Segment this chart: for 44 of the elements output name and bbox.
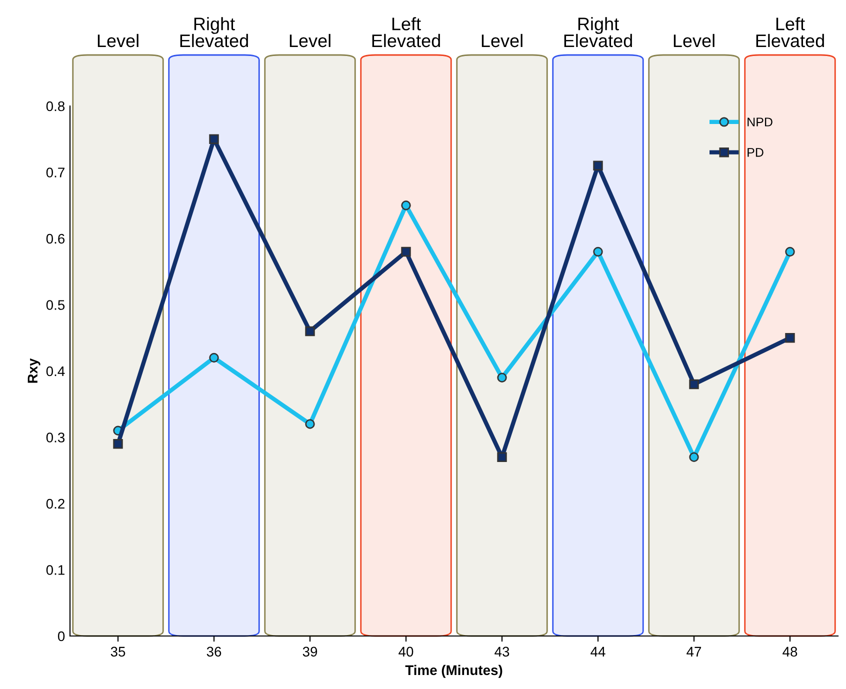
point bbox=[497, 372, 507, 382]
point bbox=[785, 246, 795, 257]
legend-label: NPD bbox=[748, 118, 772, 126]
point bbox=[593, 246, 603, 257]
point bbox=[593, 160, 603, 170]
band-label: Left Elevated bbox=[756, 17, 824, 48]
point bbox=[689, 379, 699, 390]
x-tick-label: 48 bbox=[782, 646, 798, 657]
x-axis-title: Time (Minutes) bbox=[405, 664, 502, 678]
x-tick-label: 40 bbox=[398, 646, 414, 657]
point bbox=[401, 200, 411, 210]
point bbox=[305, 326, 315, 336]
band-label: Left Elevated bbox=[372, 17, 440, 48]
y-tick-label: 0.7 bbox=[46, 168, 64, 178]
y-tick-label: 0.8 bbox=[46, 101, 65, 112]
y-tick-label: 0.2 bbox=[46, 498, 64, 509]
y-tick-label: 0.5 bbox=[46, 300, 65, 310]
point bbox=[785, 333, 795, 343]
point bbox=[209, 352, 219, 363]
y-tick-label: 0.6 bbox=[46, 234, 65, 244]
point bbox=[497, 452, 507, 462]
band-label: Level bbox=[98, 34, 138, 48]
band-label: Level bbox=[674, 34, 714, 48]
x-tick-label: 35 bbox=[110, 646, 126, 657]
y-tick-label: 0.3 bbox=[46, 432, 65, 442]
x-tick-label: 36 bbox=[206, 646, 222, 657]
band-label: Right Elevated bbox=[180, 17, 248, 48]
point bbox=[113, 439, 123, 449]
x-tick-label: 39 bbox=[302, 646, 318, 657]
band-label: Right Elevated bbox=[564, 17, 632, 48]
x-tick-label: 44 bbox=[590, 646, 606, 656]
y-tick-label: 0.1 bbox=[46, 565, 64, 575]
point bbox=[689, 452, 699, 462]
y-tick-label: 0.4 bbox=[46, 366, 65, 376]
y-tick-label: 0 bbox=[58, 631, 65, 642]
x-tick-label: 43 bbox=[494, 646, 510, 657]
x-tick-label: 47 bbox=[686, 646, 702, 656]
legend-label: PD bbox=[748, 148, 764, 157]
band-label: Level bbox=[482, 34, 522, 48]
y-axis-title: Rxy bbox=[28, 358, 40, 383]
point bbox=[401, 246, 411, 257]
point bbox=[305, 419, 315, 429]
band-label: Level bbox=[290, 34, 330, 48]
point bbox=[209, 134, 219, 144]
